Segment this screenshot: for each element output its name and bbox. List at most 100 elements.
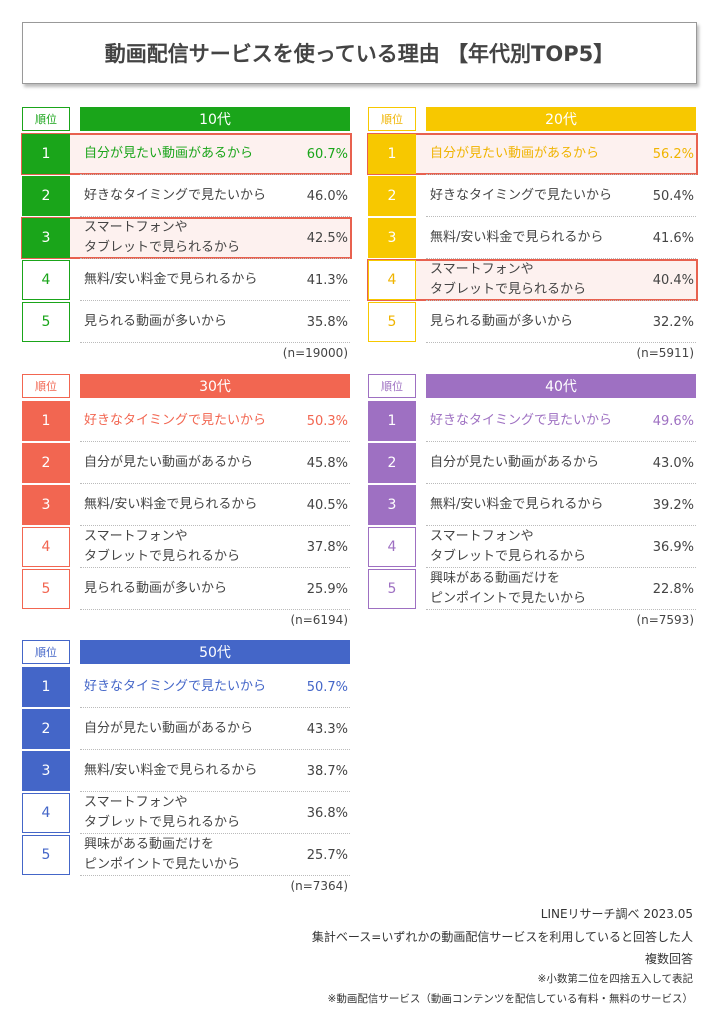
rank-cell: 4	[22, 527, 70, 567]
percentage: 49.6%	[652, 413, 694, 429]
row-divider	[426, 483, 696, 484]
row-divider	[426, 216, 696, 217]
row-divider	[80, 833, 350, 834]
rank-cell: 3	[22, 751, 70, 791]
row-divider	[426, 300, 696, 301]
percentage: 32.2%	[652, 314, 694, 330]
row-divider	[426, 567, 696, 568]
panel-header: 30代	[80, 374, 350, 398]
reason: 興味がある動画だけを ピンポイントで見たいから	[430, 571, 587, 606]
sample-size: (n=5911)	[636, 346, 694, 360]
percentage: 36.9%	[652, 539, 694, 555]
percentage: 50.3%	[306, 413, 348, 429]
row-divider	[80, 791, 350, 792]
rank-cell: 2	[22, 443, 70, 483]
row-divider	[80, 258, 350, 259]
panel-header: 10代	[80, 107, 350, 131]
percentage: 40.4%	[652, 272, 694, 288]
rank-cell: 4	[368, 527, 416, 567]
percentage: 41.3%	[306, 272, 348, 288]
rank-cell: 3	[368, 218, 416, 258]
reason: 無料/安い料金で見られるから	[430, 497, 604, 512]
rank-cell: 2	[22, 709, 70, 749]
rank-cell: 4	[368, 260, 416, 300]
reason: 興味がある動画だけを ピンポイントで見たいから	[84, 837, 241, 872]
reason: 自分が見たい動画があるから	[84, 146, 254, 161]
reason: 好きなタイミングで見たいから	[84, 679, 267, 694]
percentage: 38.7%	[306, 763, 348, 779]
rank-cell: 1	[22, 401, 70, 441]
footnote: 複数回答	[644, 952, 693, 966]
rank-cell: 5	[368, 569, 416, 609]
rank-cell: 2	[368, 176, 416, 216]
rank-cell: 5	[22, 835, 70, 875]
rank-header: 順位	[22, 107, 70, 131]
percentage: 35.8%	[306, 314, 348, 330]
highlight-box	[367, 133, 698, 175]
footnote: ※小数第二位を四捨五入して表記	[537, 973, 693, 985]
percentage: 25.7%	[306, 847, 348, 863]
rank-cell: 4	[22, 260, 70, 300]
row-divider	[426, 441, 696, 442]
reason: 自分が見たい動画があるから	[430, 146, 600, 161]
reason: 見られる動画が多いから	[84, 581, 228, 596]
percentage: 43.3%	[306, 721, 348, 737]
row-divider	[80, 342, 350, 343]
sample-size: (n=19000)	[282, 346, 348, 360]
row-divider	[80, 525, 350, 526]
rank-cell: 2	[22, 176, 70, 216]
rank-cell: 1	[22, 134, 70, 174]
reason: 見られる動画が多いから	[84, 314, 228, 329]
percentage: 43.0%	[652, 455, 694, 471]
row-divider	[80, 300, 350, 301]
row-divider	[80, 483, 350, 484]
rank-cell: 1	[368, 401, 416, 441]
rank-cell: 3	[368, 485, 416, 525]
percentage: 40.5%	[306, 497, 348, 513]
reason: スマートフォンや タブレットで見られるから	[430, 262, 587, 297]
reason: 無料/安い料金で見られるから	[84, 272, 258, 287]
percentage: 25.9%	[306, 581, 348, 597]
reason: スマートフォンや タブレットで見られるから	[84, 220, 241, 255]
percentage: 22.8%	[652, 581, 694, 597]
panel-header: 50代	[80, 640, 350, 664]
reason: スマートフォンや タブレットで見られるから	[84, 795, 241, 830]
row-divider	[80, 609, 350, 610]
percentage: 60.7%	[306, 146, 348, 162]
sample-size: (n=6194)	[290, 613, 348, 627]
row-divider	[426, 174, 696, 175]
rank-cell: 3	[22, 485, 70, 525]
reason: 自分が見たい動画があるから	[84, 721, 254, 736]
row-divider	[80, 707, 350, 708]
reason: スマートフォンや タブレットで見られるから	[430, 529, 587, 564]
percentage: 50.4%	[652, 188, 694, 204]
footnote: 集計ベース=いずれかの動画配信サービスを利用していると回答した人	[311, 930, 693, 944]
reason: 無料/安い料金で見られるから	[430, 230, 604, 245]
percentage: 42.5%	[306, 230, 348, 246]
title: 動画配信サービスを使っている理由 【年代別TOP5】	[22, 22, 697, 84]
reason: 無料/安い料金で見られるから	[84, 497, 258, 512]
reason: 無料/安い料金で見られるから	[84, 763, 258, 778]
rank-cell: 5	[22, 569, 70, 609]
percentage: 41.6%	[652, 230, 694, 246]
rank-cell: 1	[22, 667, 70, 707]
reason: スマートフォンや タブレットで見られるから	[84, 529, 241, 564]
reason: 自分が見たい動画があるから	[84, 455, 254, 470]
row-divider	[80, 875, 350, 876]
panel-header: 20代	[426, 107, 696, 131]
panel-header: 40代	[426, 374, 696, 398]
rank-header: 順位	[22, 640, 70, 664]
reason: 好きなタイミングで見たいから	[430, 188, 613, 203]
rank-header: 順位	[368, 107, 416, 131]
rank-cell: 1	[368, 134, 416, 174]
row-divider	[80, 749, 350, 750]
row-divider	[80, 216, 350, 217]
footnote: ※動画配信サービス（動画コンテンツを配信している有料・無料のサービス）	[327, 993, 693, 1005]
percentage: 39.2%	[652, 497, 694, 513]
rank-cell: 2	[368, 443, 416, 483]
percentage: 56.2%	[652, 146, 694, 162]
percentage: 46.0%	[306, 188, 348, 204]
row-divider	[80, 174, 350, 175]
reason: 好きなタイミングで見たいから	[84, 413, 267, 428]
